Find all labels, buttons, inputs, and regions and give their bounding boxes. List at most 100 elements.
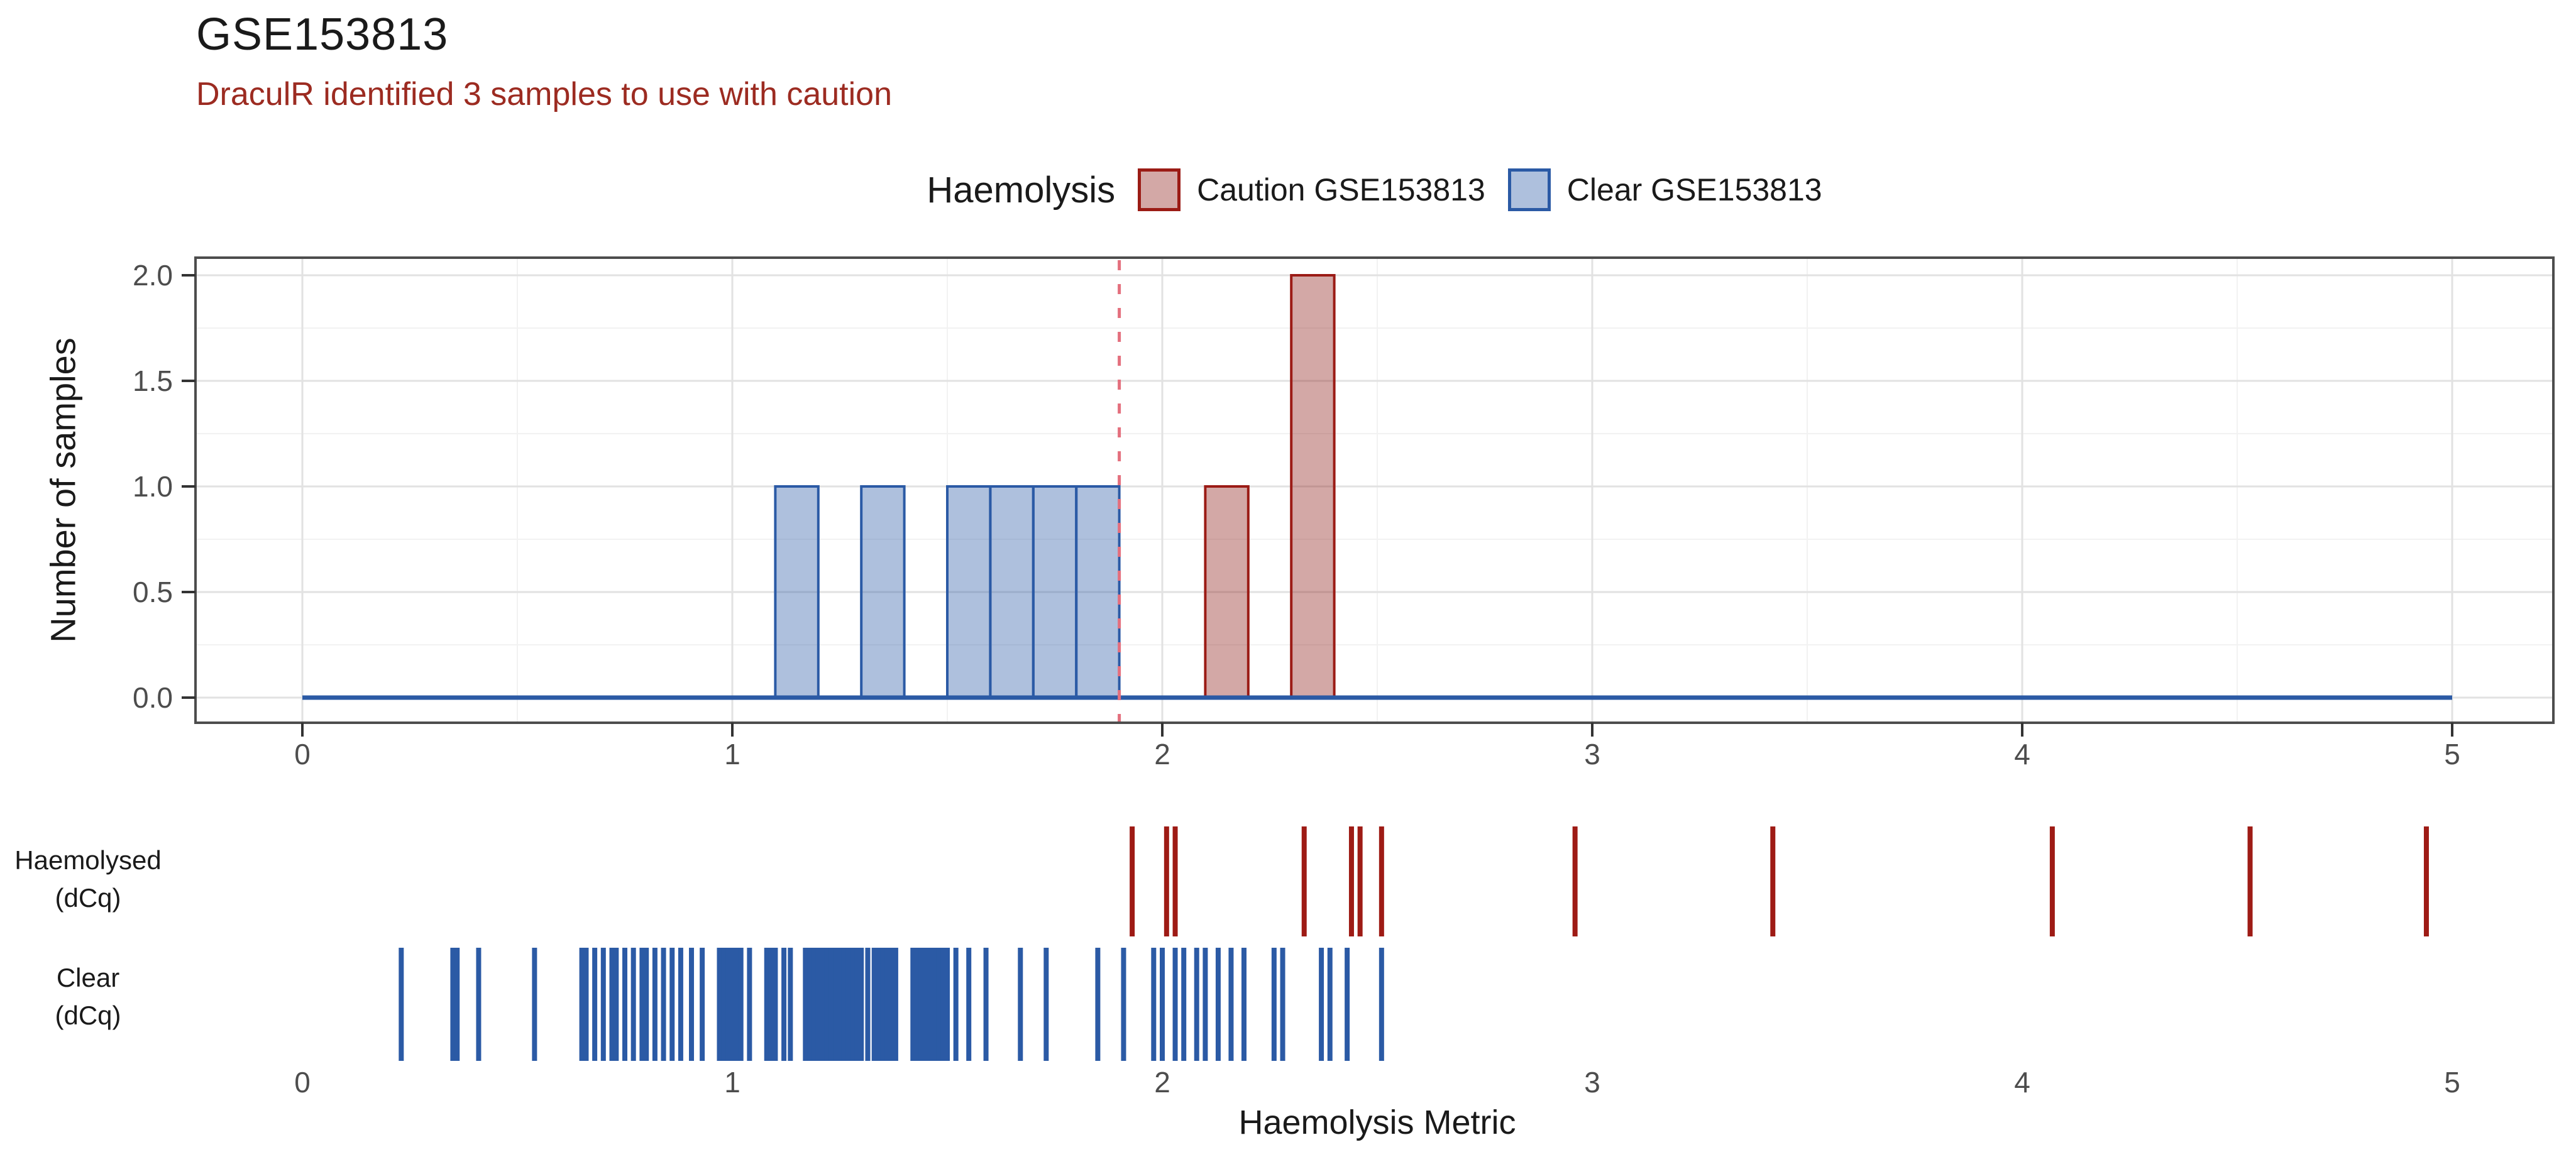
rug-tick-haemolysed <box>1572 826 1578 936</box>
rug-x-tick-label: 5 <box>2444 1066 2460 1099</box>
rug-tick-clear <box>889 948 894 1061</box>
x-tick-label: 5 <box>2444 738 2460 771</box>
rug-tick-clear <box>1215 948 1221 1061</box>
rug-tick-haemolysed <box>1301 826 1307 936</box>
rug-tick-clear <box>644 948 649 1061</box>
rug-tick-clear <box>893 948 898 1061</box>
rug-tick-haemolysed <box>1130 826 1135 936</box>
rug-tick-clear <box>1345 948 1350 1061</box>
rug-tick-clear <box>815 948 821 1061</box>
rug-tick-haemolysed <box>2423 826 2429 936</box>
rug-tick-clear <box>1194 948 1199 1061</box>
rug-tick-clear <box>652 948 658 1061</box>
rug-tick-clear <box>768 948 774 1061</box>
rug-row-label-line: (dCq) <box>55 883 121 913</box>
rug-row-label-line: (dCq) <box>55 1001 121 1030</box>
rug-tick-clear <box>734 948 739 1061</box>
rug-tick-clear <box>884 948 890 1061</box>
rug-tick-clear <box>915 948 920 1061</box>
legend-item-caution: Caution GSE153813 <box>1138 168 1485 211</box>
caution-swatch <box>1138 168 1181 211</box>
rug-tick-haemolysed <box>1164 826 1169 936</box>
rug-x-tick-label: 1 <box>724 1066 740 1099</box>
rug-tick-clear <box>837 948 842 1061</box>
hist-bar-caution <box>1204 485 1250 699</box>
rug-row-label-line: Clear <box>56 963 120 992</box>
y-tick-label: 2.0 <box>133 259 173 292</box>
rug-tick-clear <box>622 948 627 1061</box>
hist-bar-caution <box>1290 274 1336 699</box>
rug-tick-clear <box>876 948 881 1061</box>
rug-tick-clear <box>721 948 727 1061</box>
rug-tick-clear <box>1228 948 1234 1061</box>
rug-tick-clear <box>678 948 683 1061</box>
rug-tick-clear <box>850 948 856 1061</box>
rug-tick-clear <box>811 948 817 1061</box>
rug-tick-clear <box>773 948 778 1061</box>
y-tick-label: 0.5 <box>133 576 173 608</box>
rug-tick-clear <box>788 948 793 1061</box>
rug-tick-haemolysed <box>1770 826 1776 936</box>
rug-tick-clear <box>450 948 456 1061</box>
x-tick-label: 3 <box>1584 738 1600 771</box>
rug-tick-clear <box>918 948 924 1061</box>
rug-tick-clear <box>953 948 959 1061</box>
rug-tick-clear <box>725 948 731 1061</box>
rug-tick-haemolysed <box>1379 826 1384 936</box>
rug-tick-clear <box>592 948 598 1061</box>
rug-tick-clear <box>966 948 972 1061</box>
rug-tick-haemolysed <box>1357 826 1363 936</box>
rug-tick-clear <box>1160 948 1165 1061</box>
rug-tick-haemolysed <box>1172 826 1178 936</box>
rug-tick-clear <box>1327 948 1333 1061</box>
x-tick-label: 1 <box>724 738 740 771</box>
rug-tick-clear <box>1271 948 1277 1061</box>
rug-tick-clear <box>689 948 695 1061</box>
rug-tick-clear <box>820 948 825 1061</box>
rug-tick-clear <box>910 948 916 1061</box>
rug-tick-clear <box>871 948 877 1061</box>
legend: Haemolysis Caution GSE153813 Clear GSE15… <box>195 157 2553 222</box>
rug-tick-clear <box>1151 948 1157 1061</box>
rug-x-tick-label: 4 <box>2014 1066 2030 1099</box>
rug-tick-clear <box>661 948 666 1061</box>
rug-tick-clear <box>1181 948 1187 1061</box>
rug-tick-clear <box>476 948 482 1061</box>
rug-tick-clear <box>803 948 808 1061</box>
rug-tick-clear <box>936 948 942 1061</box>
legend-item-caution-label: Caution GSE153813 <box>1197 172 1485 207</box>
rug-tick-clear <box>669 948 675 1061</box>
rug-tick-clear <box>609 948 615 1061</box>
rug-tick-clear <box>1018 948 1023 1061</box>
rug-row-label-line: Haemolysed <box>14 845 162 875</box>
rug-tick-clear <box>927 948 933 1061</box>
rug-tick-clear <box>854 948 860 1061</box>
rug-tick-clear <box>730 948 735 1061</box>
rug-tick-clear <box>859 948 864 1061</box>
x-tick-label: 2 <box>1154 738 1170 771</box>
rug-tick-clear <box>1172 948 1178 1061</box>
rug-tick-clear <box>845 948 851 1061</box>
y-tick-label: 1.0 <box>133 470 173 503</box>
rug-tick-clear <box>764 948 769 1061</box>
rug-tick-haemolysed <box>1348 826 1354 936</box>
rug-tick-clear <box>781 948 787 1061</box>
y-tick-label: 0.0 <box>133 681 173 714</box>
rug-tick-clear <box>738 948 744 1061</box>
rug-tick-clear <box>639 948 645 1061</box>
rug-tick-clear <box>923 948 928 1061</box>
rug-tick-clear <box>583 948 589 1061</box>
panel-border <box>194 256 2555 724</box>
rug-tick-clear <box>932 948 937 1061</box>
legend-title: Haemolysis <box>927 169 1116 211</box>
rug-tick-clear <box>717 948 722 1061</box>
y-axis-title: Number of samples <box>43 337 83 643</box>
x-axis-title: Haemolysis Metric <box>1238 1104 1516 1141</box>
rug-tick-clear <box>983 948 989 1061</box>
x-tick-label: 4 <box>2014 738 2030 771</box>
rug-tick-clear <box>824 948 830 1061</box>
rug-tick-clear <box>1319 948 1324 1061</box>
rug-tick-clear <box>1121 948 1126 1061</box>
